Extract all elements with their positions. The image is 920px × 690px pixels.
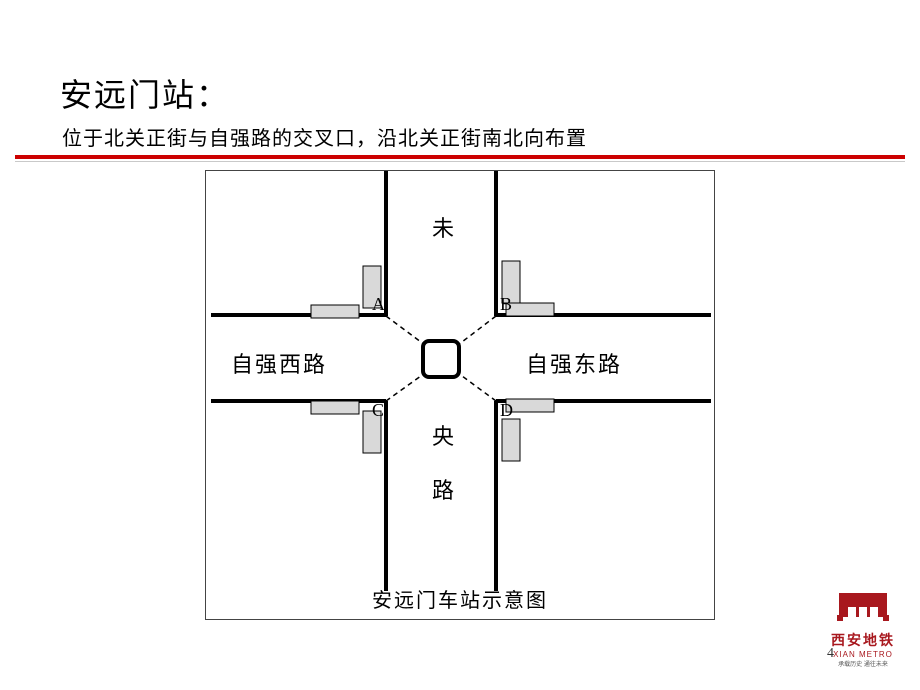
road-label-east: 自强东路 xyxy=(526,347,622,379)
diagram-caption: 安远门车站示意图 xyxy=(206,584,714,613)
brand-logo: 西安地铁 XIAN METRO 承载历史 通往未来 xyxy=(823,585,903,668)
road-label-south: 路 xyxy=(428,473,458,505)
divider-red xyxy=(15,155,905,159)
corner-C: C xyxy=(372,400,384,421)
logo-text-en: XIAN METRO xyxy=(823,650,903,659)
page-subtitle: 位于北关正街与自强路的交叉口，沿北关正街南北向布置 xyxy=(62,122,587,151)
road-label-north: 未 xyxy=(428,211,458,243)
corner-B: B xyxy=(500,294,512,315)
logo-icon xyxy=(833,585,893,625)
station-diagram: 未 央 路 自强西路 自强东路 A B C D 安远门车站示意图 xyxy=(205,170,715,620)
road-label-mid: 央 xyxy=(428,419,458,451)
divider-grey xyxy=(15,161,905,162)
corner-A: A xyxy=(372,294,385,315)
slide-page: 安远门站： 位于北关正街与自强路的交叉口，沿北关正街南北向布置 未 央 路 自强… xyxy=(0,0,920,690)
corner-D: D xyxy=(500,400,513,421)
diagram-svg xyxy=(206,171,716,621)
page-title: 安远门站： xyxy=(60,70,230,116)
logo-text-cn: 西安地铁 xyxy=(823,630,903,650)
road-label-west: 自强西路 xyxy=(231,347,327,379)
logo-tagline: 承载历史 通往未来 xyxy=(823,659,903,668)
divider xyxy=(15,155,905,163)
